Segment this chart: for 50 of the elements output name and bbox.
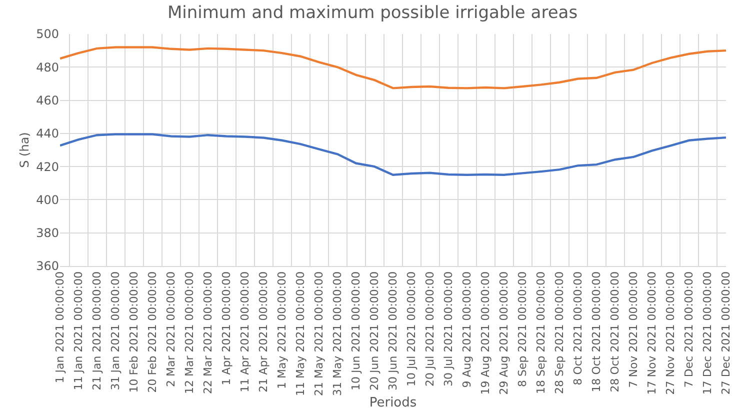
x-axis-title: Periods [369,396,417,411]
x-tick-label: 10 Jun 2021 00:00:00 [350,271,363,390]
x-tick-label: 31 May 2021 00:00:00 [331,271,344,396]
x-tick-label: 7 Dec 2021 00:00:00 [682,271,696,388]
x-tick-label: 11 Jan 2021 00:00:00 [72,271,86,390]
x-tick-label: 10 Jul 2021 00:00:00 [405,271,418,387]
x-tick-label: 12 Mar 2021 00:00:00 [183,271,196,394]
x-tick-label: 20 Feb 2021 00:00:00 [146,271,160,393]
x-tick-label: 30 Jul 2021 00:00:00 [442,271,456,387]
y-tick-label: 500 [36,27,59,42]
x-tick-label: 18 Oct 2021 00:00:00 [590,271,604,392]
x-tick-label: 10 Feb 2021 00:00:00 [128,271,141,393]
x-tick-label: 1 May 2021 00:00:00 [276,271,289,390]
x-tick-label: 11 May 2021 00:00:00 [294,271,308,396]
line-series [60,46,726,90]
x-tick-label: 17 Dec 2021 00:00:00 [701,271,714,395]
x-tick-label: 20 Jun 2021 00:00:00 [368,271,382,390]
x-tick-label: 11 Apr 2021 00:00:00 [238,271,252,392]
x-tick-label: 1 Apr 2021 00:00:00 [220,271,234,386]
x-tick-label: 22 Mar 2021 00:00:00 [202,271,215,394]
x-tick-label: 27 Nov 2021 00:00:00 [664,271,678,395]
x-tick-label: 20 Jul 2021 00:00:00 [424,271,437,387]
x-tick-label: 28 Oct 2021 00:00:00 [608,271,622,392]
x-tick-label: 9 Aug 2021 00:00:00 [460,271,474,388]
line-series [60,133,726,176]
chart-title: Minimum and maximum possible irrigable areas [167,3,578,24]
x-tick-label: 19 Aug 2021 00:00:00 [479,271,492,395]
x-tick-label: 1 Jan 2021 00:00:00 [54,271,67,384]
y-tick-label: 420 [36,160,59,174]
x-tick-label: 8 Oct 2021 00:00:00 [572,271,585,386]
x-tick-label: 21 May 2021 00:00:00 [312,271,326,396]
y-tick-label: 360 [36,259,59,274]
x-tick-label: 8 Sep 2021 00:00:00 [516,271,530,388]
x-tick-label: 31 Jan 2021 00:00:00 [109,271,122,390]
x-tick-label: 21 Jan 2021 00:00:00 [90,271,104,390]
y-tick-label: 460 [36,93,59,108]
y-tick-label: 440 [36,126,59,141]
y-tick-label: 380 [36,226,59,240]
y-tick-label: 400 [36,192,59,207]
x-tick-label: 28 Sep 2021 00:00:00 [553,271,566,394]
x-tick-label: 17 Nov 2021 00:00:00 [646,271,659,395]
x-tick-label: 7 Nov 2021 00:00:00 [627,271,640,388]
x-tick-label: 27 Dec 2021 00:00:00 [720,271,733,395]
x-tick-label: 21 Apr 2021 00:00:00 [257,271,270,392]
x-tick-label: 18 Sep 2021 00:00:00 [534,271,548,394]
y-tick-label: 480 [36,60,59,74]
x-tick-label: 2 Mar 2021 00:00:00 [164,271,178,388]
x-tick-label: 29 Aug 2021 00:00:00 [498,271,511,395]
x-tick-label: 30 Jun 2021 00:00:00 [386,271,400,390]
y-axis-title: S (ha) [17,132,32,168]
